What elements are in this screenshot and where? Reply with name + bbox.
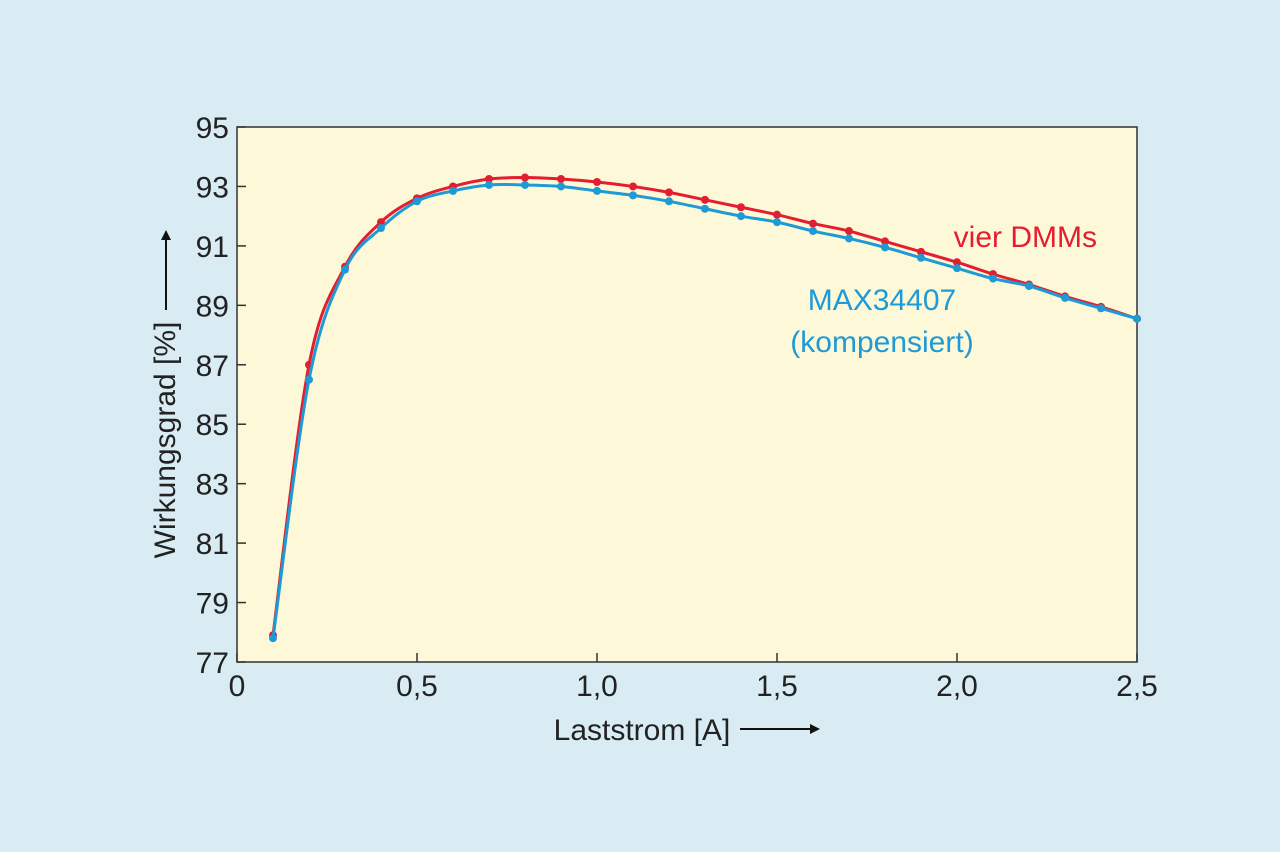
x-tick-label: 0,5 xyxy=(396,670,438,703)
data-point-max34407 xyxy=(629,191,637,200)
data-point-vier-dmms xyxy=(557,175,565,184)
x-tick-label: 1,0 xyxy=(576,670,618,703)
data-point-max34407 xyxy=(881,243,889,252)
data-point-max34407 xyxy=(449,186,457,195)
data-point-max34407 xyxy=(701,204,709,213)
data-point-max34407 xyxy=(1097,304,1105,313)
data-point-max34407 xyxy=(269,634,277,643)
data-point-max34407 xyxy=(593,186,601,195)
data-point-vier-dmms xyxy=(665,188,673,197)
data-point-max34407 xyxy=(557,182,565,191)
data-point-max34407 xyxy=(953,264,961,273)
data-point-vier-dmms xyxy=(377,218,385,227)
x-tick-label: 1,5 xyxy=(756,670,798,703)
data-point-max34407 xyxy=(1025,282,1033,291)
y-tick-label: 77 xyxy=(196,647,229,680)
data-point-vier-dmms xyxy=(593,177,601,186)
y-tick-label: 91 xyxy=(196,231,229,264)
data-point-vier-dmms xyxy=(485,175,493,184)
data-point-vier-dmms xyxy=(881,237,889,246)
data-point-vier-dmms xyxy=(629,182,637,191)
plot-area xyxy=(236,126,1138,663)
series-label-max34407: MAX34407 (kompensiert) xyxy=(790,284,973,359)
data-point-vier-dmms xyxy=(773,210,781,219)
data-point-max34407 xyxy=(521,180,529,189)
x-tick-label: 0 xyxy=(229,670,246,703)
y-tick-label: 95 xyxy=(196,112,229,145)
y-tick-label: 81 xyxy=(196,528,229,561)
y-tick-label: 83 xyxy=(196,469,229,502)
y-axis-title: Wirkungsgrad [%] xyxy=(149,322,182,559)
series-label-vier-dmms: vier DMMs xyxy=(954,221,1097,254)
y-tick-label: 93 xyxy=(196,171,229,204)
data-point-max34407 xyxy=(1133,314,1141,323)
data-point-vier-dmms xyxy=(845,227,853,236)
data-point-vier-dmms xyxy=(521,173,529,182)
data-point-max34407 xyxy=(989,274,997,283)
y-tick-label: 89 xyxy=(196,290,229,323)
data-point-max34407 xyxy=(809,227,817,236)
data-point-vier-dmms xyxy=(737,203,745,212)
y-tick-label: 87 xyxy=(196,350,229,383)
x-axis-title: Laststrom [A] xyxy=(554,714,731,747)
data-point-vier-dmms xyxy=(917,247,925,256)
x-tick-label: 2,5 xyxy=(1116,670,1158,703)
data-point-max34407 xyxy=(341,265,349,274)
data-point-vier-dmms xyxy=(809,219,817,228)
y-tick-label: 85 xyxy=(196,409,229,442)
y-tick-label: 79 xyxy=(196,588,229,621)
data-point-max34407 xyxy=(845,234,853,243)
data-point-max34407 xyxy=(485,180,493,189)
data-point-max34407 xyxy=(917,253,925,262)
data-point-vier-dmms xyxy=(953,258,961,267)
data-point-max34407 xyxy=(413,197,421,206)
data-point-max34407 xyxy=(665,197,673,206)
data-point-max34407 xyxy=(377,224,385,233)
data-point-max34407 xyxy=(773,218,781,227)
data-point-max34407 xyxy=(305,375,313,384)
x-tick-label: 2,0 xyxy=(936,670,978,703)
data-point-vier-dmms xyxy=(701,195,709,204)
data-point-max34407 xyxy=(1061,293,1069,302)
data-point-max34407 xyxy=(737,212,745,221)
